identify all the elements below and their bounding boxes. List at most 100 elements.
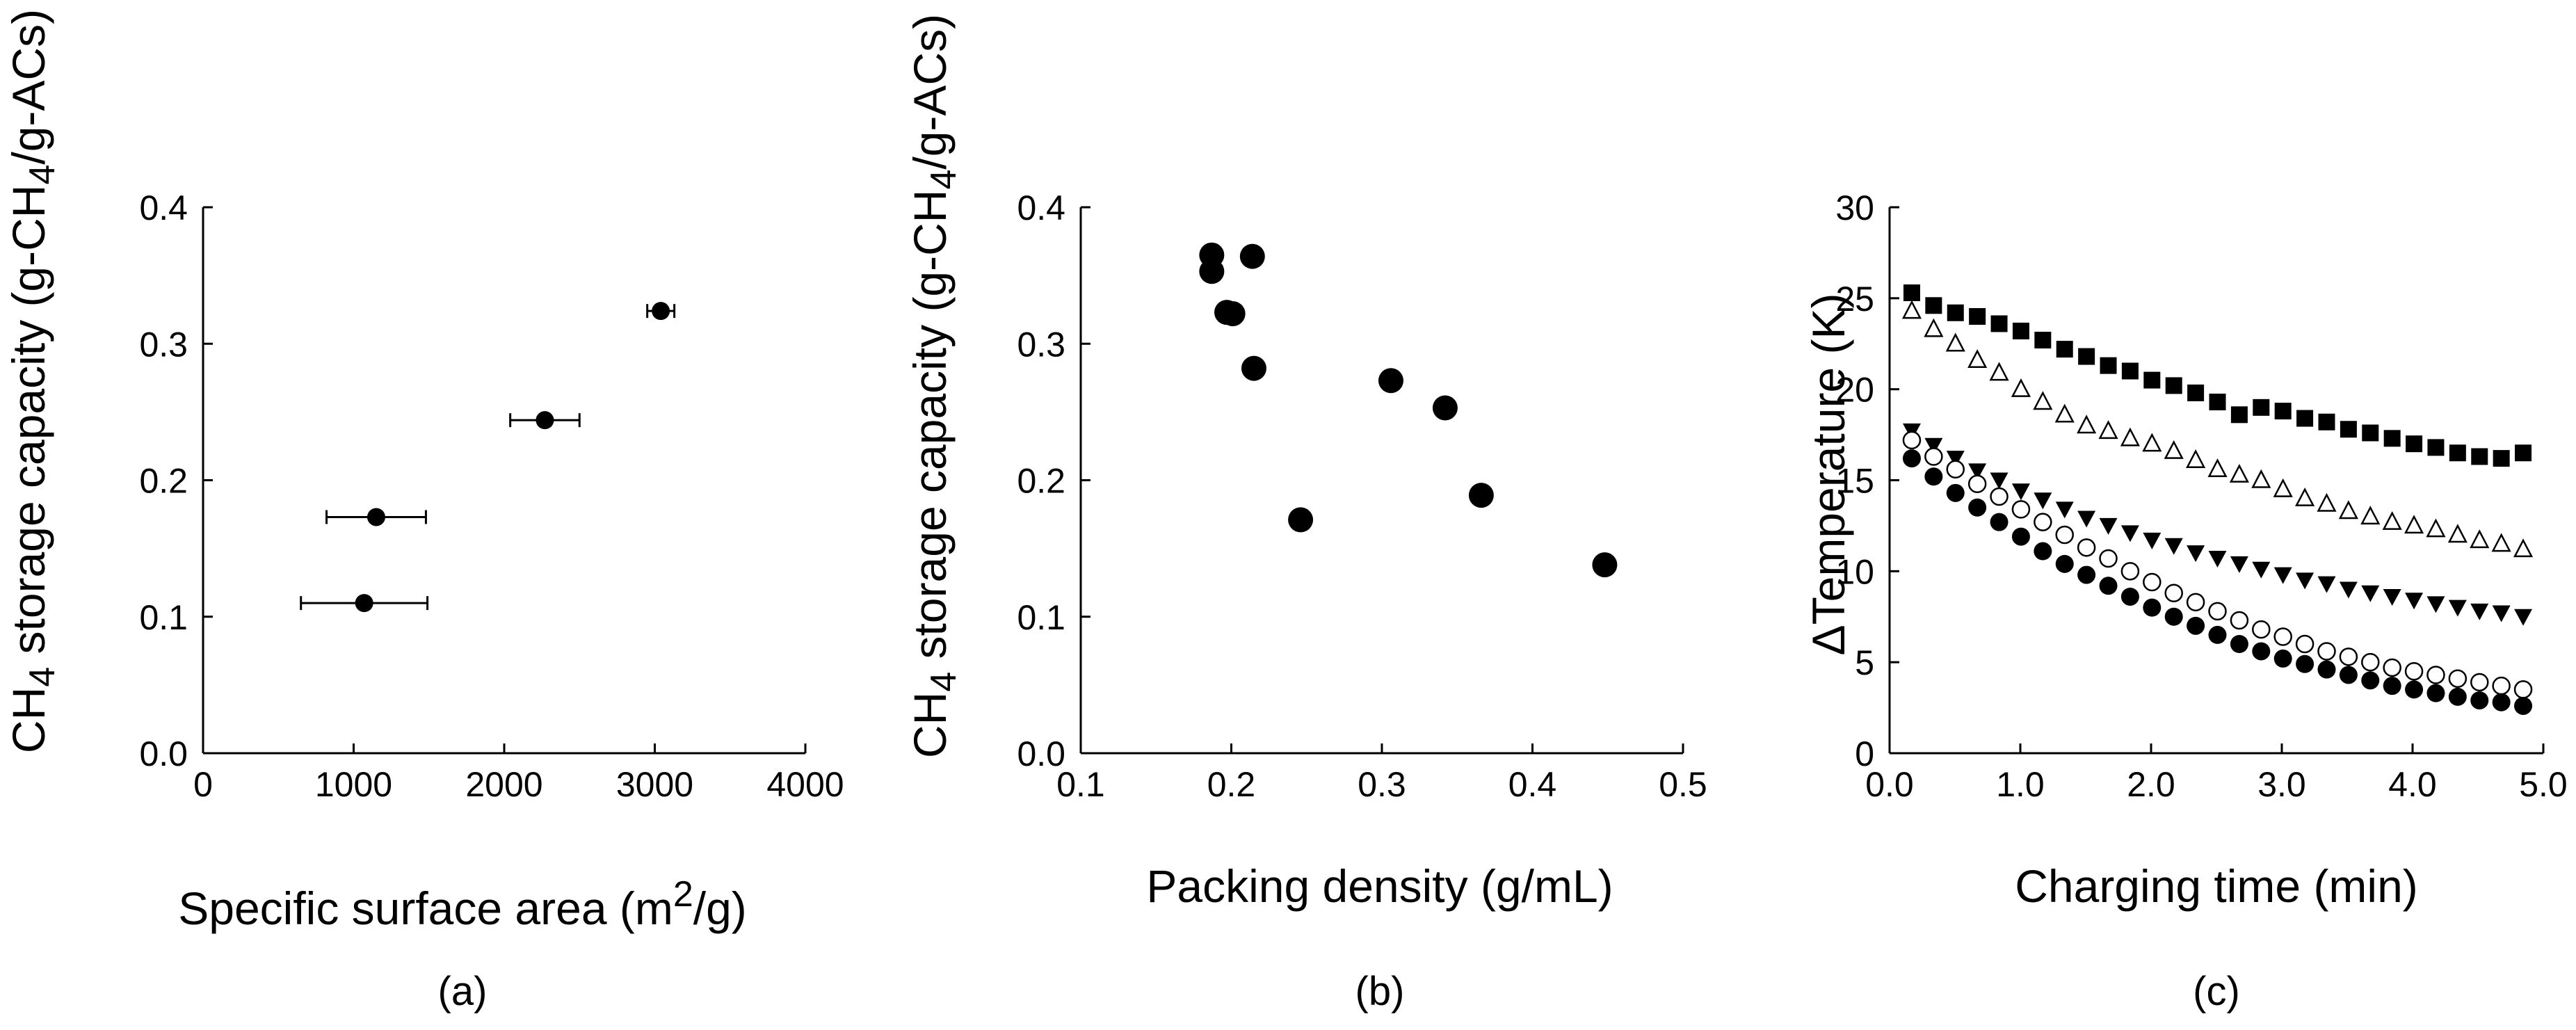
panel-c-y-tick-label: 25 <box>1835 280 1874 319</box>
panel-c-open-circle-point <box>1924 447 1943 466</box>
panel-c-filled-triangle-down-point <box>2143 532 2162 549</box>
panel-b-y-tick-label: 0.1 <box>1017 598 1065 637</box>
panel-c-open-triangle-point <box>2295 487 2315 506</box>
panel-c-filled-square-point <box>1990 315 2008 332</box>
panel-c-filled-square-point <box>1969 308 1986 325</box>
panel-c-filled-circle-point <box>2339 666 2358 684</box>
panel-c-filled-circle-point <box>2208 625 2227 644</box>
panel-c-open-triangle-point <box>2404 515 2424 534</box>
panel-c-open-circle-point <box>2252 620 2271 639</box>
panel-a-caption: (a) <box>438 969 488 1014</box>
panel-b-y-axis-label: CH4 storage capacity (g-CH4/g-ACs) <box>904 14 964 758</box>
panel-c-open-triangle-point <box>2054 403 2075 423</box>
panel-c-open-circle-point <box>2448 669 2468 688</box>
panel-c-filled-circle-point <box>2492 693 2511 711</box>
panel-c-filled-triangle-down-point <box>2405 593 2424 610</box>
panel-c-y-tick-label: 15 <box>1835 462 1874 501</box>
panel-b-x-tick-label: 0.2 <box>1207 765 1256 804</box>
panel-b-y-tick-label: 0.0 <box>1017 734 1065 773</box>
panel-a-x-tick-label: 4000 <box>766 765 844 804</box>
panel-c-open-circle-point <box>2077 538 2096 557</box>
panel-c-filled-square-point <box>2427 439 2445 456</box>
panel-c-y-tick-label: 30 <box>1835 188 1874 227</box>
panel-b-y-tick-label: 0.3 <box>1017 325 1065 364</box>
panel-c-x-tick-label: 1.0 <box>1996 765 2045 804</box>
panel-c-open-circle-point <box>2186 593 2205 612</box>
panel-c-filled-circle-point <box>2077 565 2096 584</box>
panel-c-filled-square-point <box>2449 444 2466 462</box>
panel-c-open-triangle-point <box>1967 349 1988 369</box>
panel-c-filled-triangle-down-point <box>2164 538 2183 555</box>
panel-c-filled-square-point <box>2230 406 2248 424</box>
panel-a-data-point <box>536 411 554 430</box>
panel-c-open-circle-point <box>2404 662 2424 681</box>
panel-c-open-circle-point <box>1946 460 1965 479</box>
panel-c-filled-circle-point <box>2317 660 2336 679</box>
panel-c-filled-triangle-down-point <box>2448 600 2467 617</box>
panel-b-data-point <box>1220 301 1246 327</box>
panel-b-y-tick-label: 0.4 <box>1017 188 1065 227</box>
panel-c-open-circle-point <box>2513 680 2533 699</box>
panel-c-filled-triangle-down-point <box>2426 596 2445 613</box>
panel-c-filled-square-point <box>2296 410 2314 427</box>
panel-c-filled-square-point <box>2515 444 2532 462</box>
panel-c-x-tick-label: 3.0 <box>2257 765 2306 804</box>
panel-c-open-triangle-point <box>2077 415 2097 434</box>
panel-a-data-point <box>367 508 385 526</box>
panel-c-filled-circle-point <box>2470 691 2489 710</box>
panel-c-x-axis-label: Charging time (min) <box>2015 860 2418 912</box>
panel-c-filled-square-point <box>2165 377 2182 394</box>
panel-c-open-circle-point <box>2317 642 2336 661</box>
panel-a-data-point <box>355 594 373 613</box>
panel-c-filled-circle-point <box>2273 649 2292 668</box>
panel-b-data-point <box>1239 243 1265 269</box>
panel-a-x-tick-label: 2000 <box>465 765 542 804</box>
panel-c-filled-square-point <box>1925 297 1942 314</box>
panel-b-x-tick-label: 0.3 <box>1358 765 1406 804</box>
panel-c-open-triangle-point <box>2164 440 2184 459</box>
panel-b-x-tick-label: 0.1 <box>1056 765 1105 804</box>
panel-c-filled-circle-point <box>2383 677 2401 695</box>
panel-c-filled-triangle-down-point <box>2252 561 2271 579</box>
panel-c-filled-square-point <box>2362 424 2379 442</box>
panel-a-y-tick-label: 0.3 <box>139 325 188 364</box>
panel-c-filled-triangle-down-point <box>2230 556 2248 573</box>
panel-c-open-circle-point <box>2492 676 2511 695</box>
panel-c-open-triangle-point <box>2338 500 2358 520</box>
panel-c-open-triangle-point <box>2447 524 2468 543</box>
panel-c-filled-triangle-down-point <box>2208 551 2227 568</box>
panel-c-filled-circle-point <box>2055 554 2074 573</box>
panel-c-filled-triangle-down-point <box>2077 510 2096 528</box>
panel-c-open-triangle-point <box>2186 449 2206 468</box>
panel-c-filled-triangle-down-point <box>2034 492 2052 510</box>
panel-c-filled-circle-point <box>2426 684 2445 702</box>
panel-c-y-tick-label: 5 <box>1855 643 1874 682</box>
panel-c-filled-triangle-down-point <box>2187 545 2205 563</box>
panel-c-filled-triangle-down-point <box>2011 483 2030 501</box>
panel-c-x-tick-label: 2.0 <box>2127 765 2175 804</box>
panel-c-x-tick-label: 4.0 <box>2388 765 2437 804</box>
panel-c-open-triangle-point <box>2426 518 2446 538</box>
panel-c-open-circle-point <box>2470 673 2489 692</box>
panel-c-filled-triangle-down-point <box>1968 463 1987 481</box>
panel-c-filled-square-point <box>2143 371 2161 389</box>
panel-a-y-tick-label: 0.0 <box>139 734 188 773</box>
panel-b-x-tick-label: 0.5 <box>1659 765 1707 804</box>
panel-b-data-point <box>1378 368 1403 394</box>
panel-c-filled-circle-point <box>1968 498 1987 517</box>
panel-c-filled-triangle-down-point <box>2492 605 2511 622</box>
panel-c-filled-triangle-down-point <box>2120 525 2139 542</box>
panel-c-filled-triangle-down-point <box>1946 451 1965 468</box>
panel-c-filled-circle-point <box>2143 598 2162 617</box>
panel-c-filled-triangle-down-point <box>2317 576 2336 593</box>
panel-c-open-circle-point <box>2426 666 2445 684</box>
panel-c-open-triangle-point <box>2120 427 2140 446</box>
panel-b-data-point <box>1592 552 1618 578</box>
panel-b-data-point <box>1288 507 1314 533</box>
panel-c-open-triangle-point <box>1924 318 1944 337</box>
panel-c-open-triangle-point <box>1901 300 1922 319</box>
panel-a: CH4 storage capacity (g-CH4/g-ACs) Speci… <box>3 9 844 1014</box>
panel-c-filled-triangle-down-point <box>2470 603 2489 620</box>
panel-c-y-tick-label: 20 <box>1835 371 1874 410</box>
